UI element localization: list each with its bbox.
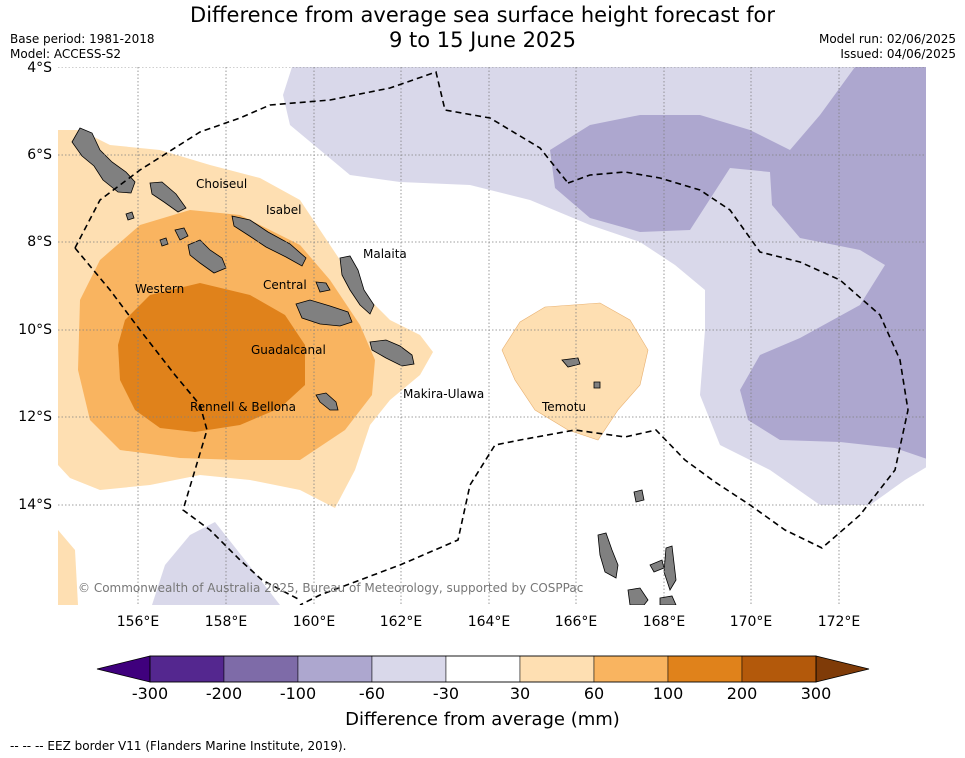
makira-island [369, 339, 415, 367]
lat-label-12s: 12°S [18, 409, 52, 425]
choiseul-island [149, 181, 187, 213]
title-line-2: 9 to 15 June 2025 [388, 28, 577, 52]
lon-label-160e: 160°E [292, 614, 336, 630]
vanuatu-north-5 [633, 489, 645, 503]
eez-border-solomon-east [299, 171, 909, 605]
vanuatu-north-2 [627, 587, 649, 605]
florida-islands [315, 281, 331, 293]
lon-label-170e: 170°E [729, 614, 773, 630]
colorbar-bin-1 [149, 655, 225, 683]
region-label-choiseul: Choiseul [196, 177, 247, 191]
model-name: Model: ACCESS-S2 [10, 47, 122, 61]
lon-label-166e: 166°E [554, 614, 598, 630]
colorbar-tick: -200 [205, 684, 243, 703]
model-run: Model run: 02/06/2025 [818, 32, 956, 46]
lon-label-172e: 172°E [817, 614, 861, 630]
colorbar-extend-high [815, 655, 870, 683]
contour-neg-lower-left [152, 522, 280, 605]
western-small-island [174, 227, 189, 241]
sea-height-map: Choiseul Isabel Malaita Western Central … [58, 67, 926, 605]
contour-pos-temotu [501, 302, 649, 441]
lon-label-162e: 162°E [379, 614, 423, 630]
region-label-temotu: Temotu [541, 400, 586, 414]
colorbar-bin-8 [667, 655, 743, 683]
vanuatu-north-1 [597, 532, 619, 579]
contour-neg-medium [550, 67, 926, 459]
lat-label-10s: 10°S [18, 322, 52, 338]
small-island-a [125, 211, 135, 221]
region-label-central: Central [263, 278, 307, 292]
colorbar-tick: 60 [583, 684, 605, 703]
colorbar-tick: -300 [131, 684, 169, 703]
eez-borders [74, 70, 909, 605]
colorbar-bin-5 [445, 655, 521, 683]
colorbar-bin-4 [371, 655, 447, 683]
rennell-island [315, 392, 339, 411]
lon-label-164e: 164°E [467, 614, 511, 630]
colorbar-bin-3 [297, 655, 373, 683]
guadalcanal-island [295, 299, 353, 327]
base-period: Base period: 1981-2018 [10, 32, 155, 46]
colorbar-tick: 200 [726, 684, 758, 703]
lat-label-14s: 14°S [18, 497, 52, 513]
region-label-malaita: Malaita [363, 247, 407, 261]
eez-legend: -- -- -- EEZ border V11 (Flanders Marine… [10, 739, 347, 753]
colorbar-frame [149, 655, 817, 683]
lon-label-158e: 158°E [204, 614, 248, 630]
temotu-island-2 [593, 381, 601, 389]
gridlines [58, 67, 926, 605]
lat-label-8s: 8°S [27, 234, 52, 250]
colorbar-tick: -60 [358, 684, 386, 703]
region-label-isabel: Isabel [266, 203, 301, 217]
isabel-island [231, 215, 307, 267]
region-label-makira-ulawa: Makira-Ulawa [403, 387, 484, 401]
lat-label-4s: 4°S [27, 60, 52, 76]
eez-border-solomon-north [74, 70, 569, 249]
colorbar-tick: 30 [509, 684, 531, 703]
region-label-western: Western [135, 282, 184, 296]
contour-pos-lower-left [58, 530, 78, 605]
region-label-rennell-bellona: Rennell & Bellona [190, 400, 296, 414]
lat-label-6s: 6°S [27, 147, 52, 163]
map-title: Difference from average sea surface heig… [0, 3, 965, 53]
malaita-island [339, 255, 375, 315]
colorbar-bin-6 [519, 655, 595, 683]
land-masses [71, 127, 677, 605]
colorbar [96, 655, 870, 683]
colorbar-tick: -100 [279, 684, 317, 703]
colorbar-bin-2 [223, 655, 299, 683]
colorbar-extend-low [96, 655, 151, 683]
region-label-guadalcanal: Guadalcanal [251, 343, 326, 357]
bougainville-island [71, 127, 136, 194]
colorbar-tick: 100 [652, 684, 684, 703]
temotu-island-1 [561, 357, 581, 368]
colorbar-tick: -30 [432, 684, 460, 703]
colorbar-bin-7 [593, 655, 669, 683]
colorbar-bin-9 [741, 655, 817, 683]
region-labels: Choiseul Isabel Malaita Western Central … [135, 177, 586, 414]
colorbar-title: Difference from average (mm) [345, 709, 620, 730]
title-line-1: Difference from average sea surface heig… [190, 3, 775, 27]
colorbar-tick: 300 [800, 684, 832, 703]
issued-date: Issued: 04/06/2025 [840, 47, 956, 61]
contour-pos-strong [118, 283, 305, 432]
copyright-notice: © Commonwealth of Australia 2025, Bureau… [78, 581, 583, 595]
lon-label-156e: 156°E [116, 614, 160, 630]
eez-border-solomon-west [74, 247, 301, 601]
lon-label-168e: 168°E [642, 614, 686, 630]
